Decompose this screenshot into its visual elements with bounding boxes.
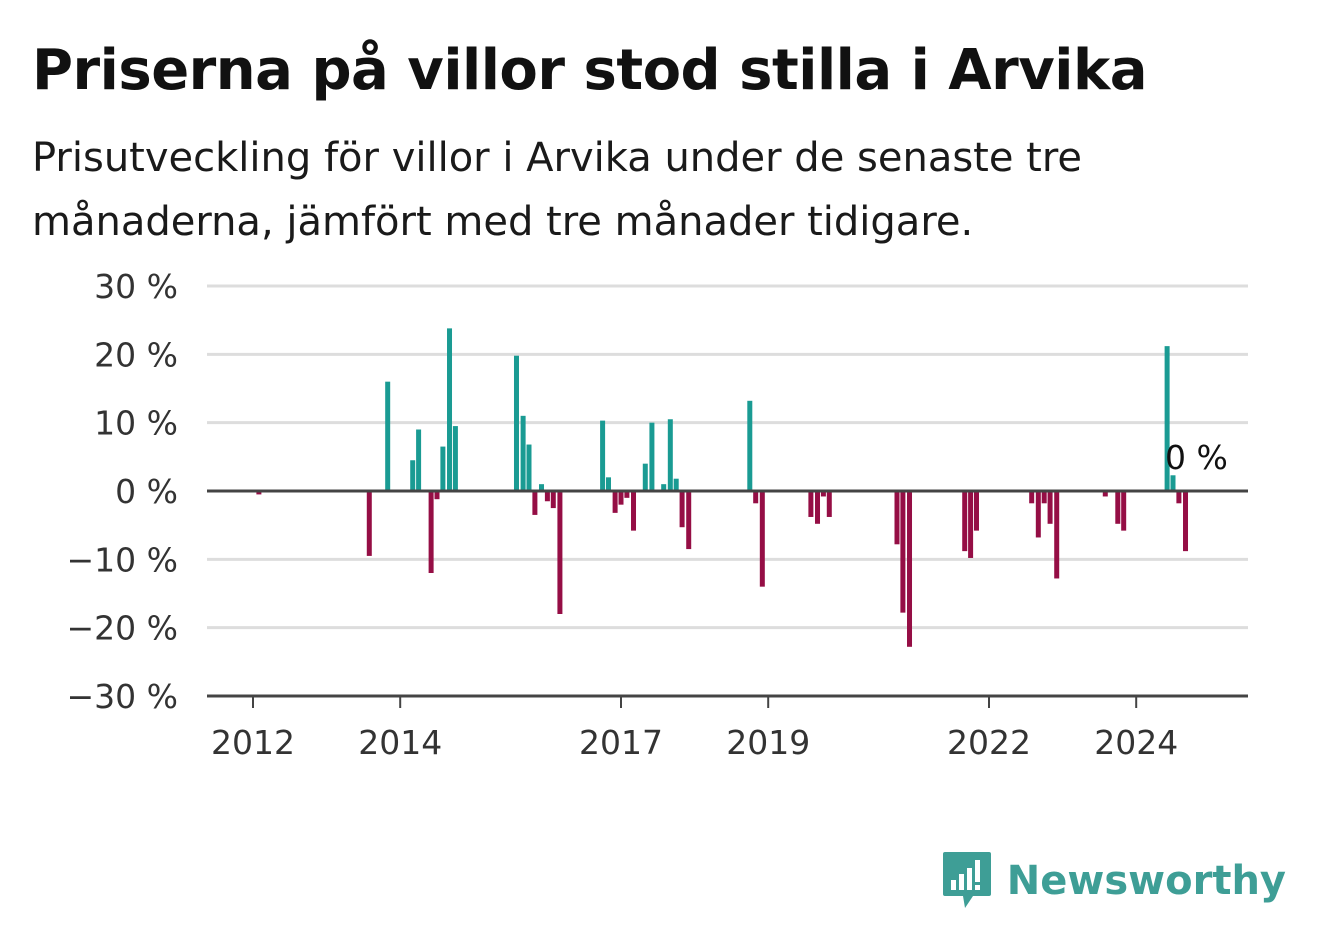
bar bbox=[1029, 491, 1035, 504]
chart-subtitle: Prisutveckling för villor i Arvika under… bbox=[32, 135, 1083, 245]
bar bbox=[520, 415, 526, 491]
grid-lines bbox=[207, 284, 1248, 630]
chart-title: Priserna på villor stod stilla i Arvika bbox=[32, 38, 1148, 103]
bar bbox=[907, 491, 913, 647]
bar bbox=[968, 491, 974, 558]
y-tick-label: −20 % bbox=[67, 609, 179, 648]
bar bbox=[673, 478, 679, 491]
bar bbox=[513, 355, 519, 491]
y-tick-label: 10 % bbox=[94, 404, 178, 443]
bar bbox=[679, 491, 685, 528]
bar bbox=[410, 460, 416, 491]
bar bbox=[600, 420, 606, 491]
bar bbox=[815, 491, 821, 524]
bar bbox=[1054, 491, 1060, 579]
bar bbox=[526, 444, 532, 491]
bar bbox=[1035, 491, 1041, 538]
bar bbox=[1047, 491, 1053, 524]
bar bbox=[1121, 491, 1127, 531]
x-tick-label: 2014 bbox=[358, 723, 442, 762]
bar bbox=[1176, 491, 1182, 504]
bar bbox=[557, 491, 563, 614]
y-axis-labels: 30 % 20 % 10 % 0 % −10 % −20 % −30 % bbox=[67, 267, 179, 716]
bar bbox=[759, 491, 765, 587]
bar bbox=[618, 491, 624, 505]
bar bbox=[385, 381, 391, 491]
bar bbox=[631, 491, 637, 531]
bar bbox=[544, 491, 550, 502]
x-axis-labels: 2012 2014 2017 2019 2022 2024 bbox=[211, 723, 1178, 762]
bar bbox=[256, 491, 262, 495]
bar bbox=[808, 491, 814, 517]
bar bbox=[1115, 491, 1121, 524]
bar bbox=[612, 491, 618, 513]
bar bbox=[894, 491, 900, 545]
bar bbox=[820, 491, 826, 497]
bar bbox=[667, 419, 673, 491]
bar bbox=[550, 491, 556, 509]
bar bbox=[973, 491, 979, 531]
bar bbox=[366, 491, 372, 556]
y-tick-label: 30 % bbox=[94, 267, 178, 306]
brand-name: Newsworthy bbox=[1006, 858, 1286, 904]
x-tick-label: 2017 bbox=[579, 723, 663, 762]
y-tick-label: −10 % bbox=[67, 540, 179, 579]
bar bbox=[900, 491, 906, 613]
y-tick-label: −30 % bbox=[67, 677, 179, 716]
bar bbox=[539, 484, 545, 491]
bar bbox=[452, 426, 458, 491]
bar bbox=[1170, 475, 1176, 491]
y-tick-label: 0 % bbox=[115, 472, 178, 511]
axes bbox=[207, 489, 1248, 708]
x-tick-label: 2022 bbox=[947, 723, 1031, 762]
x-tick-label: 2012 bbox=[211, 723, 295, 762]
bar bbox=[1164, 346, 1170, 491]
bar bbox=[753, 491, 759, 504]
newsworthy-logo-icon bbox=[942, 852, 991, 908]
x-tick-label: 2019 bbox=[726, 723, 810, 762]
bar bbox=[1183, 491, 1189, 552]
bar bbox=[440, 446, 446, 491]
bar bbox=[826, 491, 832, 517]
bar bbox=[447, 328, 453, 491]
bar bbox=[642, 463, 648, 491]
bar bbox=[605, 477, 611, 491]
y-tick-label: 20 % bbox=[94, 335, 178, 374]
bar bbox=[434, 491, 440, 500]
bar bbox=[686, 491, 692, 550]
bar bbox=[428, 491, 434, 573]
bar bbox=[1102, 491, 1108, 497]
bar bbox=[962, 491, 968, 552]
bar bbox=[649, 422, 655, 491]
bar bbox=[747, 400, 753, 491]
brand-logo: Newsworthy bbox=[941, 850, 1286, 912]
x-tick-label: 2024 bbox=[1094, 723, 1178, 762]
bars bbox=[256, 328, 1189, 647]
bar bbox=[624, 491, 630, 498]
latest-value-annotation: 0 % bbox=[1165, 438, 1228, 477]
bar bbox=[532, 491, 538, 515]
bar bbox=[661, 484, 667, 491]
bar bbox=[416, 429, 422, 491]
bar bbox=[1041, 491, 1047, 504]
